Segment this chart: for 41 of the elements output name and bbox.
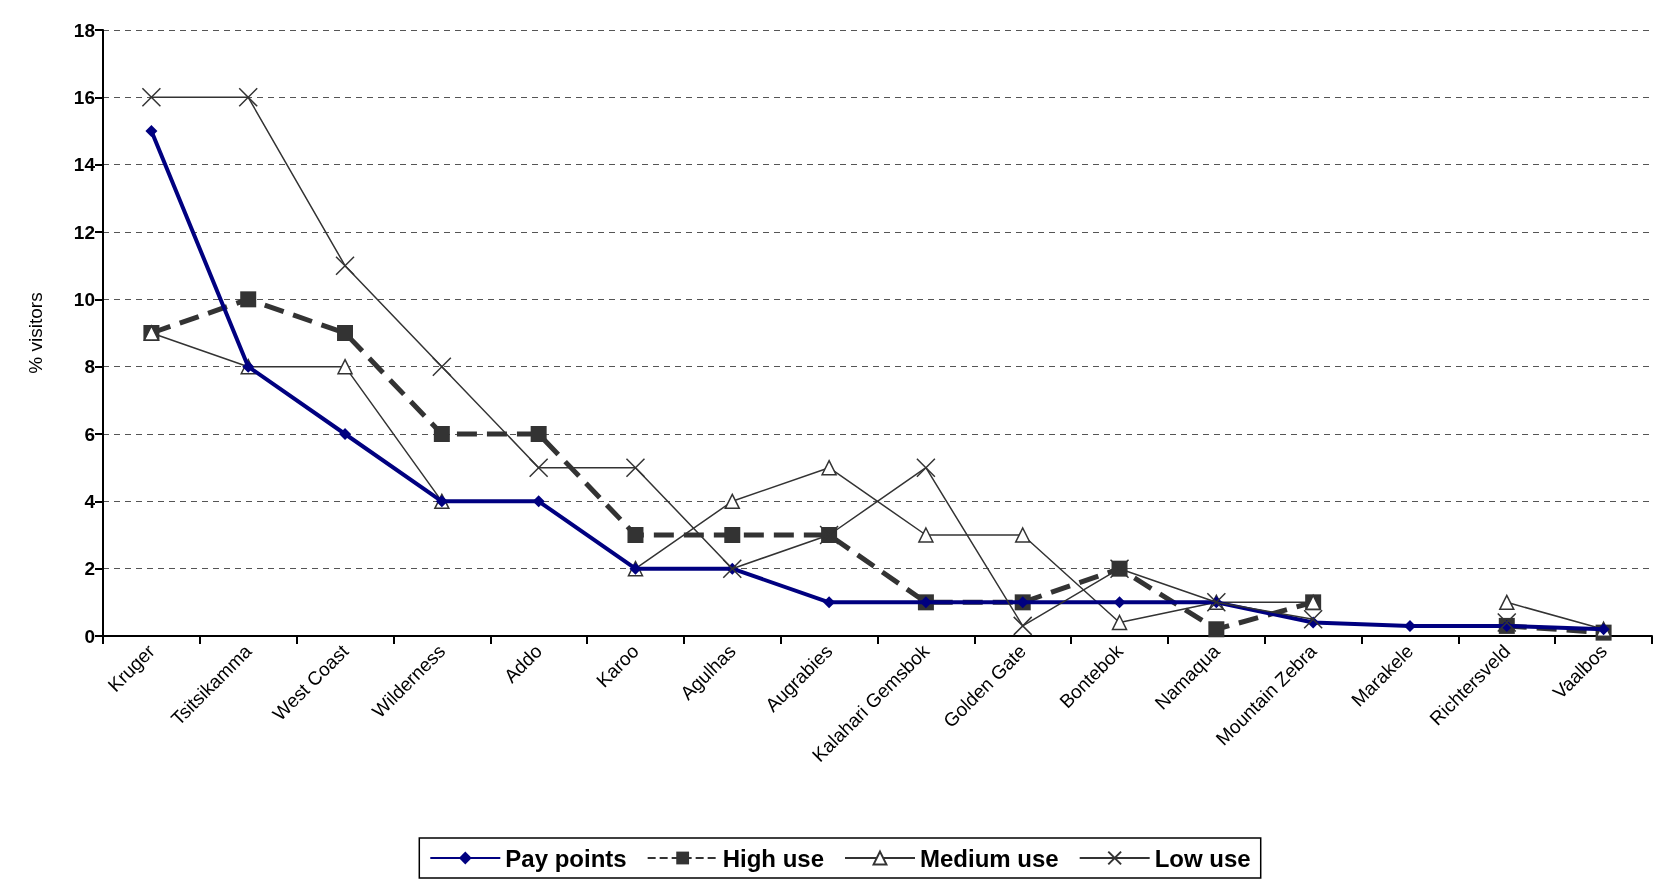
y-tick-label: 14 (73, 154, 96, 176)
point (335, 255, 355, 276)
y-tick-label: 8 (84, 356, 95, 378)
y-tick-label: 16 (73, 86, 95, 108)
point (337, 358, 353, 375)
legend-label: Pay points (505, 844, 627, 872)
point (918, 527, 934, 543)
point (141, 87, 162, 108)
y-tick-label: 18 (73, 19, 95, 41)
point (432, 356, 452, 377)
y-tick-label: 4 (84, 490, 96, 512)
point (821, 459, 837, 476)
point (530, 426, 547, 442)
point (625, 457, 646, 478)
point (724, 527, 741, 543)
y-tick-label: 12 (73, 221, 95, 243)
y-tick-label: 10 (73, 288, 95, 310)
point (528, 457, 549, 478)
point (627, 527, 644, 543)
point (339, 428, 352, 440)
y-tick-label: 6 (84, 423, 95, 445)
point (724, 493, 741, 510)
point (1499, 594, 1515, 611)
point (238, 87, 258, 108)
legend-label: Low use (1154, 844, 1251, 872)
y-axis-title: % visitors (25, 292, 46, 374)
point (433, 426, 450, 442)
point (1012, 616, 1033, 636)
y-tick-label: 0 (84, 625, 95, 647)
point (1111, 614, 1128, 631)
point (145, 125, 158, 137)
point (1208, 621, 1225, 638)
point (337, 325, 354, 341)
point (916, 457, 936, 478)
legend-label: High use (722, 844, 824, 872)
point (1303, 609, 1323, 629)
point (240, 291, 257, 308)
point (1497, 612, 1517, 633)
point (1014, 527, 1031, 543)
legend-label: Medium use (920, 844, 1059, 872)
y-tick-label: 2 (84, 558, 95, 580)
